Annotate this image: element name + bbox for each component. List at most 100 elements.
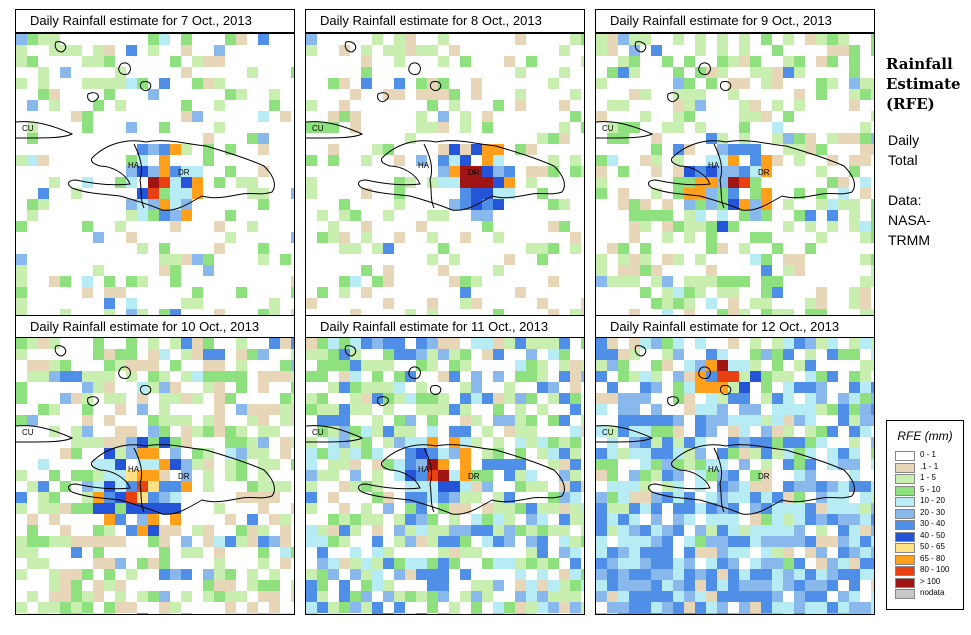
rainfall-cell (137, 437, 148, 448)
rainfall-cell (684, 56, 695, 67)
rainfall-cell (394, 558, 405, 569)
rainfall-cell (225, 34, 236, 45)
rainfall-cell (827, 569, 838, 580)
rainfall-cell (471, 580, 482, 591)
island-outline (139, 81, 152, 91)
rainfall-cell (170, 514, 181, 525)
rainfall-cell (673, 569, 684, 580)
rainfall-cell (361, 481, 372, 492)
rainfall-cell (750, 155, 761, 166)
rainfall-cell (640, 382, 651, 393)
rainfall-cell (16, 78, 27, 89)
rainfall-cell (126, 298, 137, 309)
rainfall-cell (438, 580, 449, 591)
cuba-coastline (16, 425, 74, 443)
rainfall-cell (27, 371, 38, 382)
rainfall-cell (570, 34, 581, 45)
rainfall-cell (159, 122, 170, 133)
rainfall-cell (596, 254, 607, 265)
rainfall-cell (38, 602, 49, 613)
rainfall-cell (317, 404, 328, 415)
rainfall-cell (236, 89, 247, 100)
rainfall-cell (115, 481, 126, 492)
rainfall-cell (16, 309, 27, 318)
rainfall-cell (570, 591, 581, 602)
cuba-coastline (596, 425, 654, 443)
rainfall-cell (16, 382, 27, 393)
rainfall-cell (159, 525, 170, 536)
rainfall-cell (126, 371, 137, 382)
rainfall-cell (772, 426, 783, 437)
rainfall-cell (805, 481, 816, 492)
rainfall-cell (607, 547, 618, 558)
rainfall-cell (27, 514, 38, 525)
rainfall-cell (618, 133, 629, 144)
rainfall-cell (306, 122, 317, 133)
rainfall-cell (838, 133, 849, 144)
rainfall-cell (684, 78, 695, 89)
rainfall-cell (247, 177, 258, 188)
rainfall-cell (258, 591, 269, 602)
rainfall-cell (871, 492, 874, 503)
rainfall-cell (394, 602, 405, 613)
rainfall-cell (515, 287, 526, 298)
rainfall-cell (827, 558, 838, 569)
rainfall-cell (427, 360, 438, 371)
rainfall-cell (860, 382, 871, 393)
rainfall-cell (482, 580, 493, 591)
rainfall-cell (504, 602, 515, 613)
rainfall-cell (640, 569, 651, 580)
rainfall-cell (871, 459, 874, 470)
rainfall-cell (860, 78, 871, 89)
rainfall-cell (640, 415, 651, 426)
rainfall-cell (192, 547, 203, 558)
rainfall-cell (269, 338, 280, 349)
rainfall-cell (159, 558, 170, 569)
rainfall-cell (60, 276, 71, 287)
rainfall-cell (838, 591, 849, 602)
rainfall-cell (372, 558, 383, 569)
rainfall-cell (317, 393, 328, 404)
rainfall-cell (71, 448, 82, 459)
rainfall-cell (148, 437, 159, 448)
rainfall-cell (838, 404, 849, 415)
rainfall-cell (783, 144, 794, 155)
rainfall-cell (596, 34, 607, 45)
rainfall-cell (225, 144, 236, 155)
rainfall-cell (394, 514, 405, 525)
rainfall-cell (673, 177, 684, 188)
rainfall-cell (761, 415, 772, 426)
rainfall-cell (148, 382, 159, 393)
rainfall-cell (203, 265, 214, 276)
rainfall-cell (849, 166, 860, 177)
rainfall-cell (526, 166, 537, 177)
rainfall-cell (750, 580, 761, 591)
rainfall-cell (559, 360, 570, 371)
rainfall-cell (794, 448, 805, 459)
rainfall-cell (493, 265, 504, 276)
rainfall-cell (350, 437, 361, 448)
rainfall-cell (849, 133, 860, 144)
rainfall-cell (559, 437, 570, 448)
rainfall-cell (618, 404, 629, 415)
rainfall-cell (607, 580, 618, 591)
rainfall-cell (816, 393, 827, 404)
rainfall-cell (203, 382, 214, 393)
rainfall-cell (339, 591, 350, 602)
rainfall-cell (570, 492, 581, 503)
rainfall-cell (372, 144, 383, 155)
rainfall-cell (717, 448, 728, 459)
rainfall-cell (794, 536, 805, 547)
rainfall-cell (695, 177, 706, 188)
rainfall-cell (247, 580, 258, 591)
rainfall-cell (816, 232, 827, 243)
rainfall-cell (159, 404, 170, 415)
rainfall-cell (684, 547, 695, 558)
rainfall-cell (93, 459, 104, 470)
rainfall-cell (280, 448, 291, 459)
rainfall-cell (662, 309, 673, 318)
rainfall-cell (93, 437, 104, 448)
rainfall-cell (372, 569, 383, 580)
rainfall-cell (783, 338, 794, 349)
rainfall-cell (772, 602, 783, 613)
